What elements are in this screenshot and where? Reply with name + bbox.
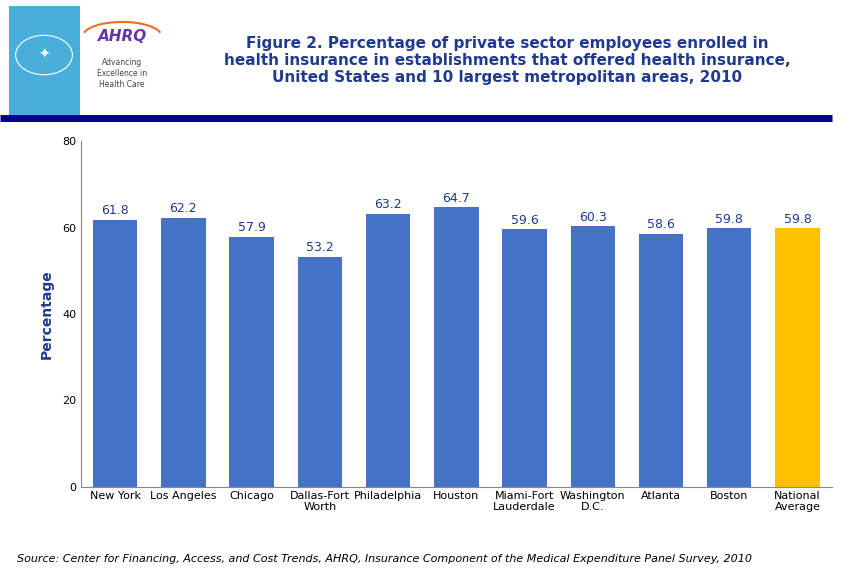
- Bar: [434, 207, 478, 487]
- Text: Figure 2. Percentage of private sector employees enrolled in
health insurance in: Figure 2. Percentage of private sector e…: [224, 36, 790, 85]
- Text: AHRQ: AHRQ: [97, 29, 147, 44]
- Y-axis label: Percentage: Percentage: [40, 269, 54, 359]
- Bar: [638, 234, 682, 487]
- Bar: [774, 229, 819, 487]
- Text: Source: Center for Financing, Access, and Cost Trends, AHRQ, Insurance Component: Source: Center for Financing, Access, an…: [17, 554, 751, 564]
- Text: Advancing
Excellence in
Health Care: Advancing Excellence in Health Care: [97, 58, 147, 89]
- Text: 62.2: 62.2: [170, 202, 197, 215]
- Text: 58.6: 58.6: [647, 218, 674, 231]
- Bar: [9, 6, 79, 115]
- Bar: [706, 229, 751, 487]
- Text: 59.8: 59.8: [715, 213, 742, 226]
- Bar: [93, 220, 137, 487]
- Bar: [366, 214, 410, 487]
- Text: 63.2: 63.2: [374, 198, 401, 211]
- Text: 59.8: 59.8: [783, 213, 810, 226]
- Text: 53.2: 53.2: [306, 241, 333, 255]
- Text: 60.3: 60.3: [579, 211, 606, 223]
- Bar: [79, 6, 166, 115]
- Text: 59.6: 59.6: [510, 214, 538, 226]
- Text: ✦: ✦: [38, 48, 49, 62]
- Bar: [161, 218, 205, 487]
- Bar: [570, 226, 614, 487]
- Bar: [502, 229, 546, 487]
- Text: 61.8: 61.8: [101, 204, 129, 217]
- Bar: [229, 237, 273, 487]
- Bar: [297, 257, 342, 487]
- Text: 57.9: 57.9: [238, 221, 265, 234]
- Text: 64.7: 64.7: [442, 192, 469, 204]
